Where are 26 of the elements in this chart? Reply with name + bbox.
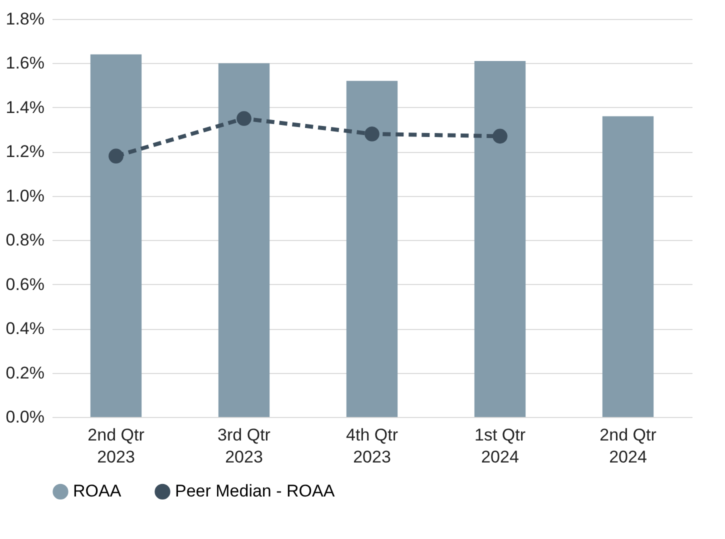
bar xyxy=(218,63,270,417)
legend-label: Peer Median - ROAA xyxy=(175,482,336,501)
point xyxy=(492,128,508,144)
bar xyxy=(90,54,142,417)
y-tick-label: 1.4% xyxy=(6,98,44,117)
bar xyxy=(602,116,654,417)
point xyxy=(108,148,124,164)
y-tick-label: 0.0% xyxy=(6,408,44,426)
legend-label: ROAA xyxy=(73,482,122,501)
y-tick-label: 0.4% xyxy=(6,319,44,338)
y-tick-label: 1.0% xyxy=(6,186,44,206)
bar xyxy=(474,61,526,417)
y-tick-label: 1.8% xyxy=(6,10,44,28)
y-tick-label: 1.2% xyxy=(6,142,44,162)
point xyxy=(364,126,380,142)
y-tick-label: 1.6% xyxy=(6,54,44,73)
y-tick-label: 0.2% xyxy=(6,363,44,382)
x-tick-label: 2nd Qtr 2024 xyxy=(600,426,657,466)
y-tick-label: 0.8% xyxy=(6,230,44,250)
x-tick-label: 4th Qtr 2023 xyxy=(346,426,398,466)
x-tick-label: 3rd Qtr 2023 xyxy=(218,426,271,466)
bar xyxy=(346,80,398,417)
y-tick-label: 0.6% xyxy=(6,274,44,294)
x-tick-label: 1st Qtr 2024 xyxy=(474,426,526,466)
point xyxy=(236,111,252,126)
x-tick-label: 2nd Qtr 2023 xyxy=(88,426,145,466)
